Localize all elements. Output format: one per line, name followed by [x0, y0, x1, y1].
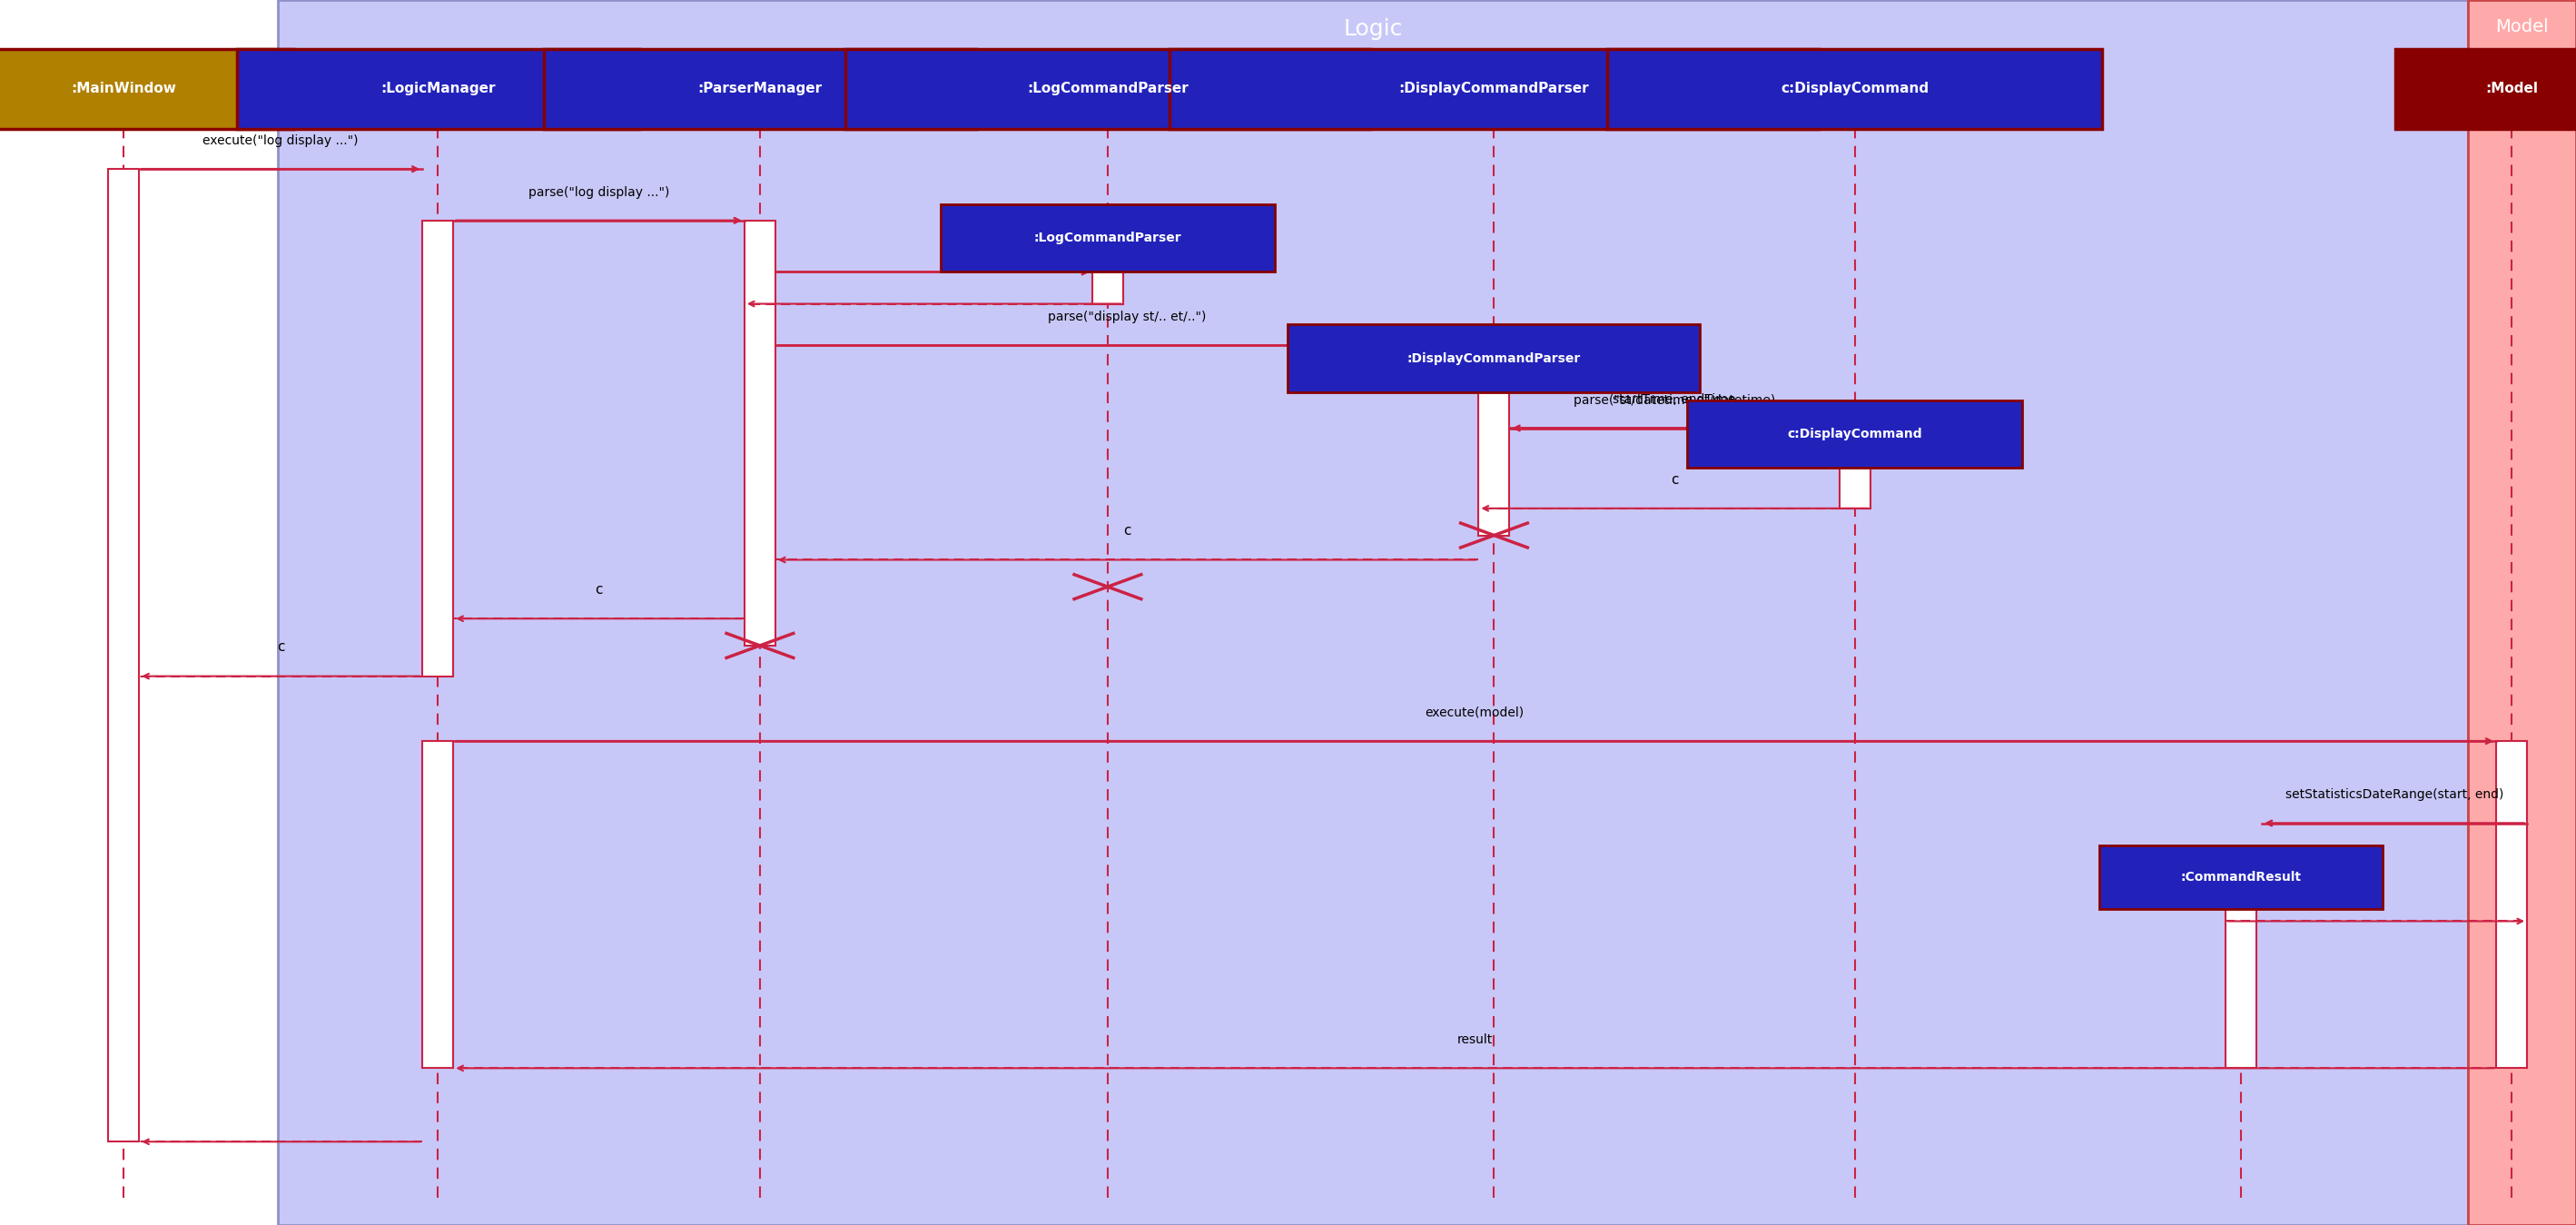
Bar [1288, 325, 1700, 392]
Bar [237, 49, 639, 129]
Bar [2468, 0, 2576, 1225]
Bar [1607, 49, 2102, 129]
Text: :LogCommandParser: :LogCommandParser [1033, 232, 1182, 245]
Text: parse("log display ..."): parse("log display ...") [528, 186, 670, 198]
Bar [940, 205, 1275, 272]
Text: :LogicManager: :LogicManager [381, 82, 495, 96]
Text: c:DisplayCommand: c:DisplayCommand [1788, 428, 1922, 441]
Bar [1170, 49, 1819, 129]
Text: Model: Model [2496, 18, 2548, 36]
Text: c: c [1672, 473, 1677, 486]
Text: :LogCommandParser: :LogCommandParser [1028, 82, 1188, 96]
Text: parse("st/datetime et/datetime): parse("st/datetime et/datetime) [1574, 394, 1775, 407]
Bar [2099, 845, 2383, 909]
Text: :DisplayCommandParser: :DisplayCommandParser [1399, 82, 1589, 96]
Text: :CommandResult: :CommandResult [2182, 871, 2300, 883]
Text: c: c [595, 583, 603, 597]
Bar [744, 220, 775, 646]
Bar [2396, 49, 2576, 129]
Bar [0, 49, 294, 129]
Text: :Model: :Model [2486, 82, 2537, 96]
Text: startTime, endTime: startTime, endTime [1613, 393, 1736, 407]
Bar [422, 220, 453, 676]
Bar [422, 741, 453, 1068]
Text: c: c [1123, 524, 1131, 538]
Bar [108, 169, 139, 1142]
Text: result: result [1458, 1034, 1492, 1046]
Text: parse("display st/.. et/.."): parse("display st/.. et/..") [1048, 311, 1206, 323]
Text: setStatisticsDateRange(start, end): setStatisticsDateRange(start, end) [2285, 789, 2504, 801]
Bar [2226, 909, 2257, 1068]
Bar [544, 49, 976, 129]
Text: Logic: Logic [1342, 18, 1404, 40]
Bar [2496, 741, 2527, 1068]
Text: c:DisplayCommand: c:DisplayCommand [1780, 82, 1929, 96]
Bar [1839, 468, 1870, 508]
Text: execute(model): execute(model) [1425, 707, 1525, 719]
Text: c: c [278, 641, 283, 654]
Text: :ParserManager: :ParserManager [698, 82, 822, 96]
Text: execute("log display ..."): execute("log display ...") [204, 135, 358, 147]
Bar [1479, 392, 1510, 535]
Bar [845, 49, 1370, 129]
Text: :DisplayCommandParser: :DisplayCommandParser [1406, 352, 1582, 365]
Bar [1687, 401, 2022, 468]
Bar [278, 0, 2468, 1225]
Bar [1092, 272, 1123, 304]
Text: :MainWindow: :MainWindow [72, 82, 175, 96]
